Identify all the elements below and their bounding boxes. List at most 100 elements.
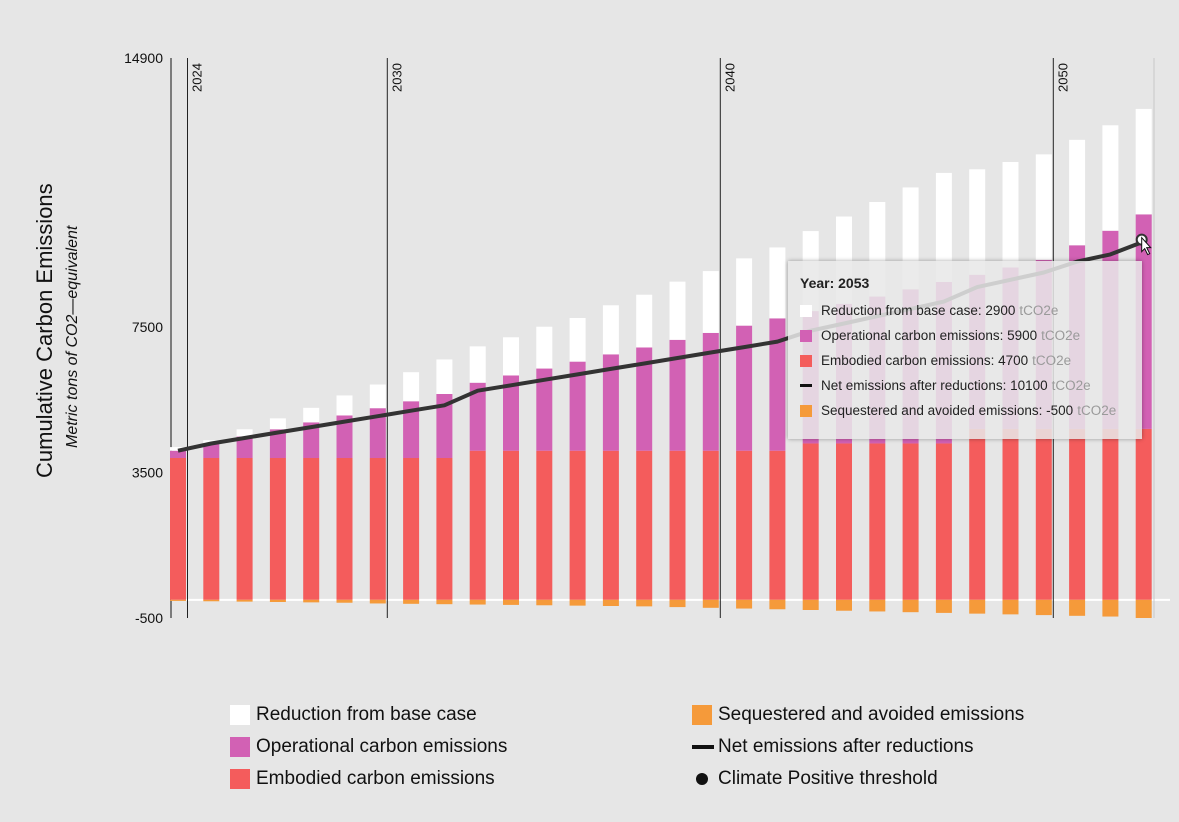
bar-operational [436,394,453,458]
hover-tooltip: Year: 2053 Reduction from base case: 290… [788,261,1142,439]
bar-embodied [503,450,519,600]
bar-embodied [436,458,453,600]
bar-reduction [469,346,486,383]
tooltip-row-sequestered: Sequestered and avoided emissions: -500 t… [800,403,1116,418]
bar-reduction [369,384,386,409]
tooltip-unit: tCO2e [1041,328,1081,343]
bar-embodied [569,450,586,600]
bar-embodied [1035,428,1052,600]
bar-embodied [1102,428,1119,600]
bar-reduction [702,271,719,333]
legend-swatch-sequestered [692,705,712,725]
bar-sequestered [836,599,852,611]
bar-embodied [902,443,919,600]
bar-embodied [669,450,686,600]
bar-embodied [1002,428,1019,600]
bar-embodied [702,450,719,600]
tooltip-value: 10100 [1010,378,1048,393]
legend-item-operational[interactable]: Operational carbon emissions [230,734,507,760]
tooltip-label: Operational carbon emissions: [821,328,1004,343]
bar-embodied [636,450,653,600]
bar-sequestered [436,599,453,605]
bar-reduction [736,258,753,326]
bar-operational [170,450,186,458]
bar-sequestered [1102,599,1119,617]
year-marker-label: 2030 [389,63,404,92]
legend-item-net[interactable]: Net emissions after reductions [692,734,974,760]
legend-label: Embodied carbon emissions [256,768,495,789]
legend-item-threshold[interactable]: Climate Positive threshold [692,766,938,792]
bar-sequestered [669,599,686,608]
bar-embodied [336,458,353,600]
tooltip-year: Year: 2053 [800,275,870,291]
bar-reduction [935,172,952,282]
bar-sequestered [469,599,486,605]
bar-reduction [436,359,453,394]
y-tick-label: -500 [135,610,163,626]
bar-operational [769,318,786,451]
tooltip-label: Reduction from base case: [821,303,982,318]
legend-swatch-net [692,745,714,749]
bar-sequestered [636,599,653,607]
bar-sequestered [203,599,220,602]
bar-sequestered [902,599,919,613]
bar-reduction [1135,108,1152,215]
legend-label: Reduction from base case [256,704,477,725]
bar-embodied [602,450,619,600]
bar-operational [602,354,619,451]
bar-operational [702,332,719,451]
bar-embodied [303,458,320,600]
bar-sequestered [736,599,753,609]
tooltip-label: Sequestered and avoided emissions: [821,403,1043,418]
bar-sequestered [170,599,186,601]
bar-sequestered [336,599,353,603]
bar-reduction [1035,154,1052,260]
bar-sequestered [802,599,819,610]
tooltip-value: 2900 [985,303,1016,318]
tooltip-unit: tCO2e [1077,403,1117,418]
bar-operational [569,361,586,451]
legend-swatch-operational [230,737,250,757]
bar-embodied [836,443,852,600]
legend-item-sequestered[interactable]: Sequestered and avoided emissions [692,702,1024,728]
bar-reduction [403,372,420,402]
y-tick-label: 14900 [124,50,163,66]
legend-label: Net emissions after reductions [718,736,974,757]
y-tick-label: 3500 [132,465,163,481]
bar-operational [369,408,386,458]
chart-legend: Reduction from base case Operational car… [0,700,1179,810]
bar-embodied [969,428,986,600]
bar-operational [636,347,653,451]
bar-reduction [769,247,786,319]
bar-sequestered [536,599,553,606]
y-tick-label: 7500 [132,319,163,335]
bar-reduction [269,418,286,430]
bar-embodied [203,458,220,600]
bar-operational [469,382,486,451]
bar-reduction [669,281,686,340]
legend-label: Climate Positive threshold [718,768,938,789]
year-marker-label: 2050 [1055,63,1070,92]
year-marker-label: 2024 [190,63,205,92]
bar-sequestered [236,599,253,602]
tooltip-label: Net emissions after reductions: [821,378,1007,393]
tooltip-value: 5900 [1007,328,1038,343]
bar-embodied [269,458,286,600]
bar-reduction [636,294,653,348]
bar-reduction [236,429,253,437]
tooltip-swatch-reduction [800,304,812,317]
bar-sequestered [303,599,320,603]
bar-sequestered [935,599,952,613]
bar-sequestered [1135,599,1152,618]
bar-sequestered [569,599,586,606]
legend-item-embodied[interactable]: Embodied carbon emissions [230,766,495,792]
bar-reduction [503,337,519,376]
bar-embodied [403,458,420,600]
legend-item-reduction[interactable]: Reduction from base case [230,702,477,728]
bar-reduction [536,326,553,369]
bar-sequestered [269,599,286,602]
bar-operational [669,339,686,451]
bar-reduction [1002,162,1019,268]
bar-embodied [236,458,253,600]
bar-sequestered [869,599,886,612]
